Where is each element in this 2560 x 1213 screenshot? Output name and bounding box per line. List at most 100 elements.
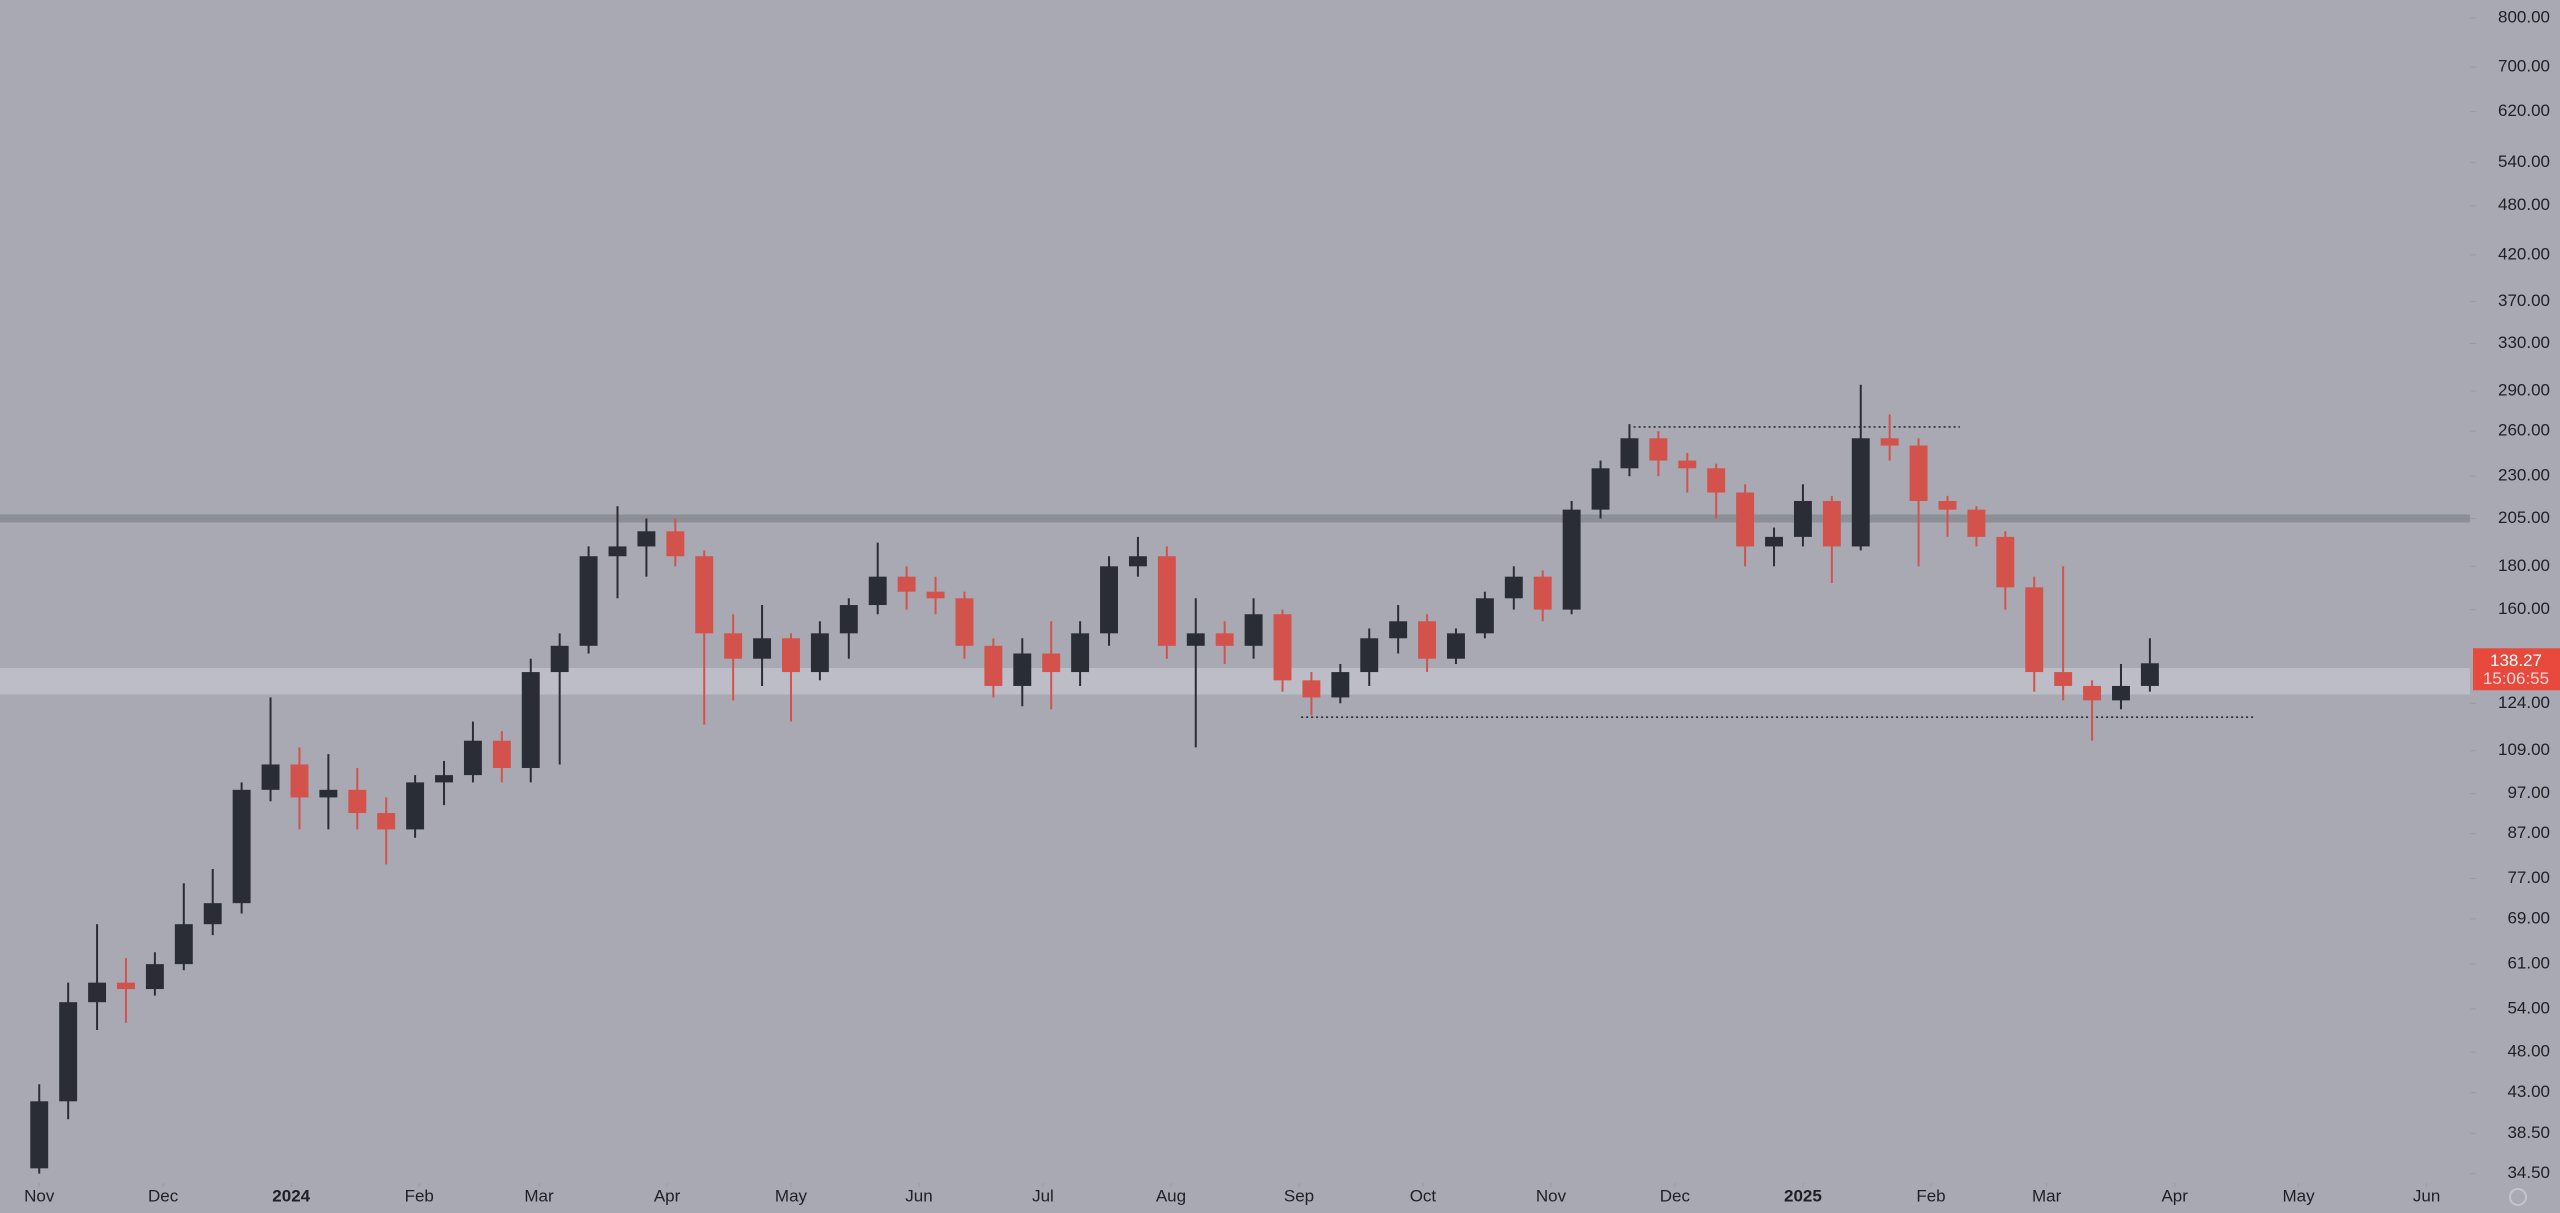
y-tick-label: 38.50 — [2507, 1123, 2550, 1142]
y-tick-label: 61.00 — [2507, 954, 2550, 973]
candle-body — [1851, 438, 1870, 547]
candle-body — [1157, 556, 1176, 646]
y-tick-label: 109.00 — [2498, 740, 2550, 759]
candle-body — [117, 982, 135, 990]
y-tick-label: 540.00 — [2498, 152, 2550, 171]
y-tick-label: 34.50 — [2507, 1163, 2550, 1182]
y-tick-label: 370.00 — [2498, 291, 2550, 310]
y-tick-label: 205.00 — [2498, 508, 2550, 527]
candle-body — [1996, 536, 2015, 588]
x-tick-label: Mar — [524, 1186, 554, 1205]
candle-body — [348, 789, 367, 814]
countdown-label: 15:06:55 — [2483, 669, 2549, 688]
candle-body — [521, 672, 540, 768]
x-tick-label: Aug — [1156, 1186, 1186, 1205]
candle-body — [1880, 438, 1899, 446]
x-tick-label: Dec — [1660, 1186, 1691, 1205]
candle-body — [724, 633, 743, 659]
candle-body — [637, 531, 656, 547]
y-tick-label: 48.00 — [2507, 1042, 2550, 1061]
x-tick-label: Nov — [24, 1186, 55, 1205]
candle-body — [59, 1002, 78, 1102]
x-tick-label: Feb — [405, 1186, 434, 1205]
candle-body — [1244, 614, 1263, 646]
axes: 800.00 700.00 620.00 540.00 480.00 420.00 370.… — [24, 7, 2560, 1205]
y-tick-label: 87.00 — [2507, 823, 2550, 842]
candle-body — [810, 633, 829, 673]
candle-body — [145, 964, 164, 990]
x-tick-label: Feb — [1916, 1186, 1945, 1205]
candle-body — [174, 924, 193, 965]
candle-body — [319, 789, 338, 798]
x-tick-label: Dec — [148, 1186, 179, 1205]
x-tick-label: Apr — [2161, 1186, 2188, 1205]
candle-body — [1273, 614, 1292, 681]
candle-body — [868, 576, 887, 606]
candle-body — [984, 645, 1003, 686]
x-tick-label: Oct — [1410, 1186, 1437, 1205]
x-tick-label: May — [775, 1186, 808, 1205]
y-tick-label: 180.00 — [2498, 556, 2550, 575]
candle-body — [1302, 680, 1321, 698]
candle-body — [290, 764, 309, 798]
candle-body — [203, 903, 222, 925]
candle-body — [1822, 500, 1841, 547]
last-price-box — [2473, 648, 2560, 691]
candle-body — [261, 764, 280, 790]
candle-body — [1909, 445, 1928, 501]
candle-body — [30, 1101, 49, 1169]
x-tick-label: Sep — [1284, 1186, 1314, 1205]
candle-body — [1475, 598, 1494, 634]
candle-body — [1620, 438, 1639, 469]
settings-icon[interactable] — [2509, 1188, 2527, 1206]
candles — [30, 384, 2159, 1174]
x-tick-label: 2025 — [1784, 1186, 1822, 1205]
candle-body — [2083, 685, 2102, 701]
candle-body — [608, 546, 627, 557]
candle-body — [88, 982, 107, 1003]
candle-body — [1967, 509, 1986, 537]
candle-body — [2140, 663, 2159, 686]
candle-body — [1793, 500, 1812, 537]
y-tick-label: 420.00 — [2498, 244, 2550, 263]
y-tick-label: 480.00 — [2498, 195, 2550, 214]
y-tick-label: 620.00 — [2498, 101, 2550, 120]
y-tick-label: 800.00 — [2498, 7, 2550, 26]
candle-body — [463, 740, 482, 776]
candle-body — [1360, 638, 1379, 673]
y-tick-label: 43.00 — [2507, 1082, 2550, 1101]
y-tick-label: 97.00 — [2507, 783, 2550, 802]
x-tick-label: Jun — [905, 1186, 932, 1205]
candle-body — [1765, 536, 1783, 547]
x-tick-label: Jun — [2413, 1186, 2440, 1205]
candle-body — [839, 605, 858, 634]
candle-body — [753, 638, 772, 659]
candle-body — [926, 591, 945, 599]
candle-body — [1331, 672, 1350, 698]
y-tick-label: 124.00 — [2498, 693, 2550, 712]
candle-body — [695, 556, 714, 634]
last-price-label: 138.27 — [2490, 651, 2542, 670]
candle-body — [1100, 566, 1118, 634]
candle-body — [2112, 685, 2130, 701]
candle-body — [1736, 492, 1755, 547]
candle-body — [1707, 468, 1726, 493]
candle-body — [897, 576, 916, 592]
x-tick-label: Nov — [1536, 1186, 1567, 1205]
candle-body — [1533, 576, 1552, 610]
y-tick-label: 700.00 — [2498, 57, 2550, 76]
candle-body — [2025, 587, 2044, 673]
candle-body — [782, 638, 800, 673]
candle-body — [406, 782, 425, 830]
y-tick-label: 290.00 — [2498, 380, 2550, 399]
y-tick-label: 330.00 — [2498, 333, 2550, 352]
candle-body — [2054, 672, 2073, 686]
candle-body — [1504, 576, 1523, 599]
y-tick-label: 69.00 — [2507, 908, 2550, 927]
candle-body — [232, 789, 251, 904]
y-tick-label: 77.00 — [2507, 868, 2550, 887]
candle-body — [1418, 621, 1437, 659]
candle-body — [1447, 633, 1465, 659]
candle-body — [435, 775, 453, 783]
